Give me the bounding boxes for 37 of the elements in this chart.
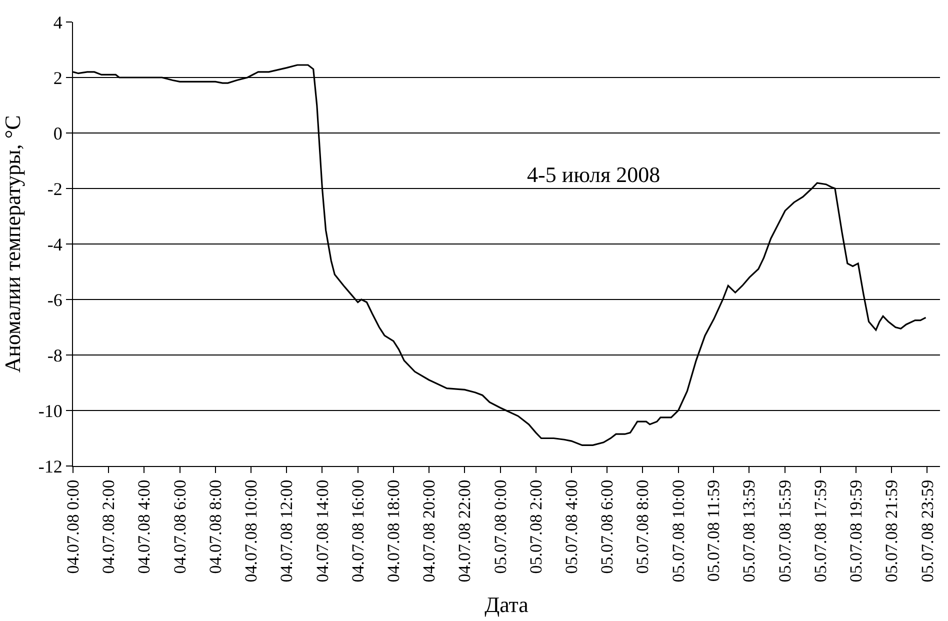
x-tick-label: 05.07.08 13:59 <box>740 480 759 582</box>
y-tick-label: -4 <box>47 234 62 254</box>
x-tick-label: 05.07.08 4:00 <box>562 480 582 574</box>
y-tick-label: 4 <box>53 12 62 32</box>
y-tick-label: 2 <box>53 68 62 88</box>
x-tick-label: 05.07.08 17:59 <box>810 480 830 582</box>
y-tick-label: -6 <box>47 290 62 310</box>
x-tick-label: 04.07.08 2:00 <box>99 480 118 574</box>
x-tick-label: 04.07.08 16:00 <box>348 480 368 582</box>
y-tick-label: -2 <box>47 178 62 199</box>
x-tick-label: 04.07.08 4:00 <box>134 480 154 574</box>
annotation: 4-5 июля 2008 <box>527 162 660 187</box>
x-tick-label: 04.07.08 22:00 <box>455 480 474 582</box>
y-tick-label: -12 <box>38 456 62 476</box>
x-tick-label: 05.07.08 15:59 <box>775 480 794 582</box>
x-tick-label: 05.07.08 6:00 <box>598 480 617 574</box>
x-tick-label: 04.07.08 14:00 <box>312 480 332 582</box>
y-axis-title: Аномалии температуры, °C <box>0 115 25 373</box>
x-tick-label: 04.07.08 20:00 <box>420 480 439 582</box>
x-tick-label: 04.07.08 0:00 <box>64 480 83 574</box>
x-tick-label: 04.07.08 8:00 <box>206 480 225 574</box>
x-tick-label: 04.07.08 12:00 <box>277 480 296 582</box>
x-axis-title: Дата <box>484 592 529 618</box>
x-tick-label: 05.07.08 11:59 <box>704 480 724 582</box>
y-tick-label: -8 <box>47 345 62 366</box>
x-tick-label: 04.07.08 18:00 <box>384 480 403 582</box>
y-tick-label: -10 <box>38 400 62 421</box>
x-tick-label: 05.07.08 2:00 <box>526 480 546 574</box>
x-tick-label: 05.07.08 8:00 <box>633 480 652 574</box>
x-tick-label: 05.07.08 10:00 <box>668 480 688 582</box>
y-tick-label: 0 <box>53 123 62 144</box>
x-tick-label: 05.07.08 23:59 <box>918 480 937 582</box>
x-tick-label: 05.07.08 21:59 <box>882 480 902 582</box>
x-tick-label: 04.07.08 6:00 <box>170 480 190 574</box>
x-tick-label: 05.07.08 0:00 <box>490 480 510 574</box>
x-tick-label: 05.07.08 19:59 <box>846 480 866 582</box>
x-tick-label: 04.07.08 10:00 <box>242 480 261 582</box>
